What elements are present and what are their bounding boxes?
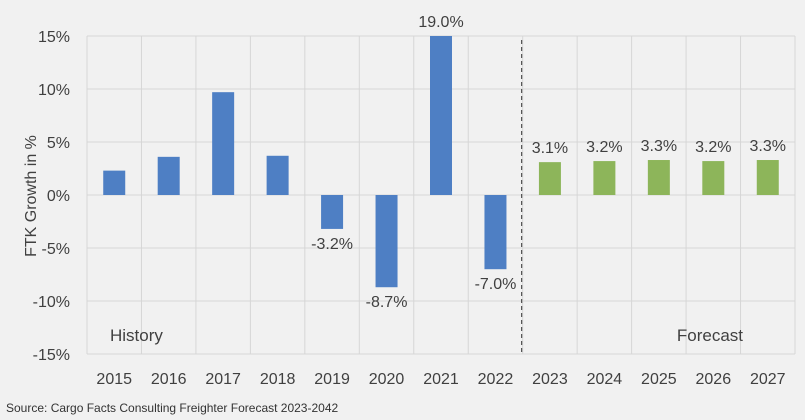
bar-2015 (103, 170, 126, 195)
bar-2016 (157, 156, 180, 195)
x-tick-label-2015: 2015 (96, 371, 132, 388)
y-tick-label: 5% (47, 135, 70, 152)
data-label-2023: 3.1% (532, 140, 568, 157)
bar-2022 (484, 195, 507, 270)
x-tick-label-2027: 2027 (750, 371, 786, 388)
bar-2020 (375, 195, 398, 288)
bar-2023 (538, 162, 561, 195)
y-tick-label: 0% (47, 188, 70, 205)
data-label-2020: -8.7% (366, 294, 408, 311)
data-label-2022: -7.0% (475, 276, 517, 293)
bar-2017 (212, 92, 235, 195)
x-tick-label-2022: 2022 (478, 371, 514, 388)
data-label-2025: 3.3% (641, 138, 677, 155)
x-tick-label-2017: 2017 (205, 371, 241, 388)
x-tick-label-2018: 2018 (260, 371, 296, 388)
bar-2019 (321, 195, 344, 229)
x-tick-label-2016: 2016 (151, 371, 187, 388)
history-annotation: History (110, 326, 163, 345)
bar-2027 (756, 160, 779, 195)
bars (103, 36, 779, 288)
data-labels: -3.2% -8.7% 19.0% -7.0% 3.1% 3.2% 3.3% 3.2% 3.3% (311, 14, 786, 311)
x-tick-label-2020: 2020 (369, 371, 405, 388)
source-note: Source: Cargo Facts Consulting Freighter… (6, 401, 338, 415)
y-tick-label: -5% (42, 241, 70, 258)
bar-2026 (702, 161, 725, 195)
x-tick-label-2024: 2024 (587, 371, 623, 388)
y-tick-label: 10% (38, 82, 70, 99)
bar-2025 (647, 160, 670, 195)
y-axis-title: FTK Growth in % (23, 135, 40, 257)
x-tick-label-2026: 2026 (696, 371, 732, 388)
data-label-2019: -3.2% (311, 236, 353, 253)
bar-2018 (266, 155, 289, 195)
x-tick-label-2021: 2021 (423, 371, 459, 388)
x-axis-ticks: 2015 2016 2017 2018 2019 2020 2021 2022 2023 2024… (96, 371, 785, 388)
data-label-2026: 3.2% (695, 139, 731, 156)
forecast-annotation: Forecast (677, 326, 743, 345)
x-tick-label-2023: 2023 (532, 371, 568, 388)
y-tick-label: -10% (33, 294, 70, 311)
x-tick-label-2019: 2019 (314, 371, 350, 388)
data-label-2027: 3.3% (750, 138, 786, 155)
bar-2024 (593, 161, 616, 195)
x-tick-label-2025: 2025 (641, 371, 677, 388)
data-label-2024: 3.2% (586, 139, 622, 156)
data-label-2021: 19.0% (418, 14, 463, 31)
bar-2021 (430, 36, 452, 195)
y-axis-ticks: 15% 10% 5% 0% -5% -10% -15% (33, 29, 70, 364)
y-tick-label: -15% (33, 347, 70, 364)
y-tick-label: 15% (38, 29, 70, 46)
